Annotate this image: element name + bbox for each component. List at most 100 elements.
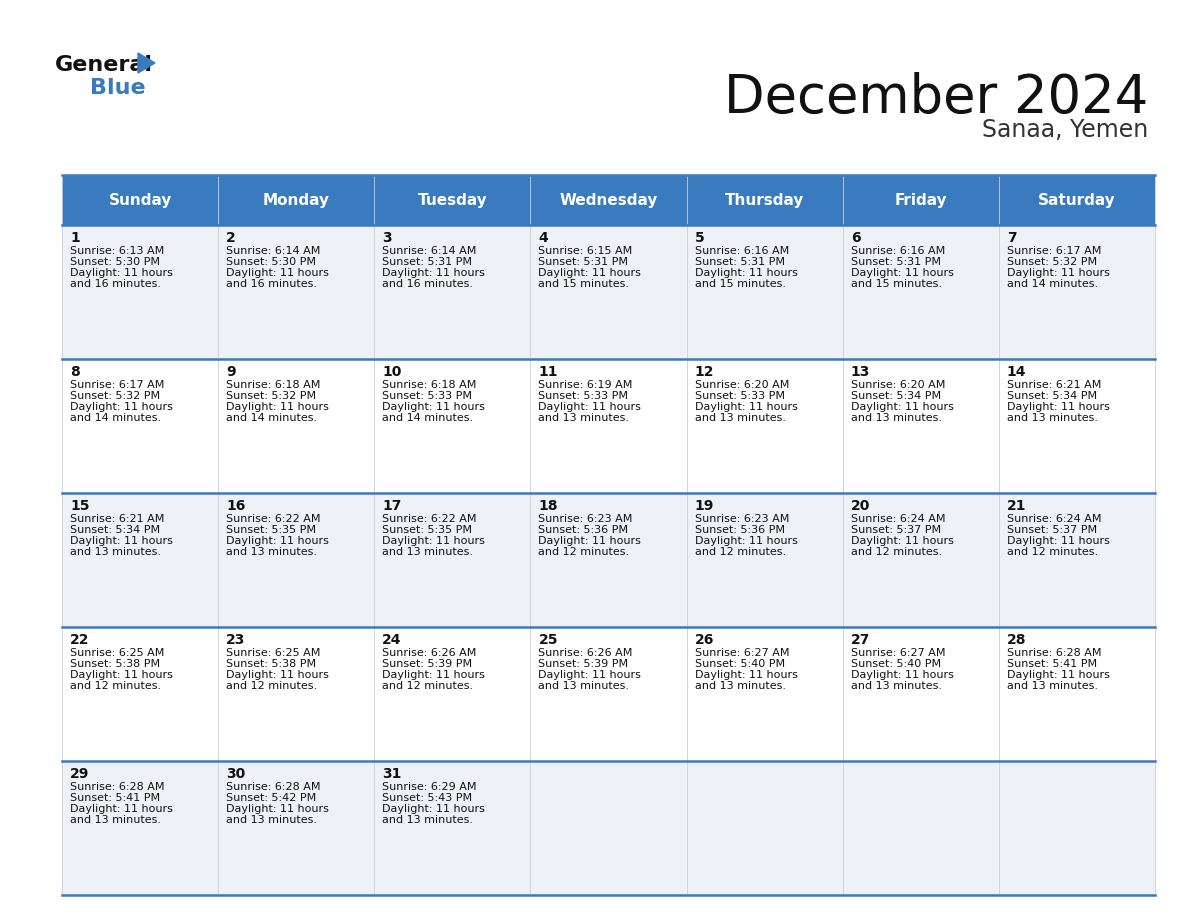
Text: and 15 minutes.: and 15 minutes. [695, 279, 785, 289]
Text: Sunset: 5:32 PM: Sunset: 5:32 PM [226, 391, 316, 401]
Text: Sunrise: 6:18 AM: Sunrise: 6:18 AM [226, 380, 321, 390]
Text: Sunset: 5:33 PM: Sunset: 5:33 PM [538, 391, 628, 401]
Polygon shape [138, 53, 154, 73]
Text: and 13 minutes.: and 13 minutes. [383, 815, 473, 825]
Text: and 13 minutes.: and 13 minutes. [538, 681, 630, 691]
Text: 26: 26 [695, 633, 714, 647]
Text: Sunrise: 6:17 AM: Sunrise: 6:17 AM [1007, 246, 1101, 256]
Bar [374, 761, 530, 895]
Text: and 13 minutes.: and 13 minutes. [226, 815, 317, 825]
Text: Sunrise: 6:28 AM: Sunrise: 6:28 AM [1007, 648, 1101, 658]
Text: Daylight: 11 hours: Daylight: 11 hours [851, 670, 954, 680]
Text: Sunrise: 6:20 AM: Sunrise: 6:20 AM [695, 380, 789, 390]
Text: Sunrise: 6:28 AM: Sunrise: 6:28 AM [226, 782, 321, 792]
Text: Friday: Friday [895, 193, 947, 207]
Text: Daylight: 11 hours: Daylight: 11 hours [226, 804, 329, 814]
Text: 8: 8 [70, 365, 80, 379]
Bar [999, 761, 1155, 895]
Bar [999, 175, 1155, 225]
Text: Daylight: 11 hours: Daylight: 11 hours [695, 670, 797, 680]
Text: Daylight: 11 hours: Daylight: 11 hours [1007, 402, 1110, 412]
Text: 11: 11 [538, 365, 558, 379]
Text: and 13 minutes.: and 13 minutes. [226, 547, 317, 557]
Text: Sunset: 5:30 PM: Sunset: 5:30 PM [70, 257, 160, 267]
Text: Saturday: Saturday [1038, 193, 1116, 207]
Bar [62, 627, 219, 761]
Text: Daylight: 11 hours: Daylight: 11 hours [851, 536, 954, 546]
Text: Sunset: 5:40 PM: Sunset: 5:40 PM [695, 659, 785, 669]
Text: Sunset: 5:31 PM: Sunset: 5:31 PM [695, 257, 784, 267]
Text: Daylight: 11 hours: Daylight: 11 hours [1007, 670, 1110, 680]
Text: and 13 minutes.: and 13 minutes. [851, 681, 942, 691]
Text: Sunrise: 6:23 AM: Sunrise: 6:23 AM [538, 514, 633, 524]
Text: Sunrise: 6:21 AM: Sunrise: 6:21 AM [70, 514, 164, 524]
Text: Sunrise: 6:25 AM: Sunrise: 6:25 AM [70, 648, 164, 658]
Bar [62, 225, 219, 359]
Text: Sunrise: 6:27 AM: Sunrise: 6:27 AM [695, 648, 789, 658]
Text: and 15 minutes.: and 15 minutes. [851, 279, 942, 289]
Bar [842, 493, 999, 627]
Bar [530, 225, 687, 359]
Text: Sunset: 5:31 PM: Sunset: 5:31 PM [851, 257, 941, 267]
Text: and 15 minutes.: and 15 minutes. [538, 279, 630, 289]
Text: 5: 5 [695, 231, 704, 245]
Bar [530, 493, 687, 627]
Text: and 13 minutes.: and 13 minutes. [538, 413, 630, 423]
Text: Sunset: 5:39 PM: Sunset: 5:39 PM [383, 659, 473, 669]
Text: 12: 12 [695, 365, 714, 379]
Text: Daylight: 11 hours: Daylight: 11 hours [70, 268, 173, 278]
Text: and 14 minutes.: and 14 minutes. [70, 413, 162, 423]
Text: Sunset: 5:41 PM: Sunset: 5:41 PM [1007, 659, 1097, 669]
Bar [999, 627, 1155, 761]
Text: Sunset: 5:30 PM: Sunset: 5:30 PM [226, 257, 316, 267]
Text: Sunrise: 6:19 AM: Sunrise: 6:19 AM [538, 380, 633, 390]
Text: Daylight: 11 hours: Daylight: 11 hours [70, 536, 173, 546]
Text: and 13 minutes.: and 13 minutes. [695, 681, 785, 691]
Text: Daylight: 11 hours: Daylight: 11 hours [226, 670, 329, 680]
Text: and 16 minutes.: and 16 minutes. [70, 279, 162, 289]
Text: 4: 4 [538, 231, 548, 245]
Text: Sunrise: 6:26 AM: Sunrise: 6:26 AM [383, 648, 476, 658]
Text: Sunset: 5:35 PM: Sunset: 5:35 PM [226, 525, 316, 535]
Bar [530, 761, 687, 895]
Text: and 13 minutes.: and 13 minutes. [70, 815, 162, 825]
Text: Sunrise: 6:23 AM: Sunrise: 6:23 AM [695, 514, 789, 524]
Text: Daylight: 11 hours: Daylight: 11 hours [226, 268, 329, 278]
Text: Sunset: 5:34 PM: Sunset: 5:34 PM [851, 391, 941, 401]
Text: 30: 30 [226, 767, 246, 781]
Text: 24: 24 [383, 633, 402, 647]
Text: 2: 2 [226, 231, 236, 245]
Text: Sunset: 5:32 PM: Sunset: 5:32 PM [1007, 257, 1097, 267]
Text: Sunset: 5:32 PM: Sunset: 5:32 PM [70, 391, 160, 401]
Text: and 14 minutes.: and 14 minutes. [1007, 279, 1098, 289]
Text: Sunrise: 6:22 AM: Sunrise: 6:22 AM [383, 514, 476, 524]
Text: Sanaa, Yemen: Sanaa, Yemen [981, 118, 1148, 142]
Text: 21: 21 [1007, 499, 1026, 513]
Bar [374, 359, 530, 493]
Bar [999, 225, 1155, 359]
Bar [374, 225, 530, 359]
Text: Sunset: 5:31 PM: Sunset: 5:31 PM [383, 257, 473, 267]
Text: Sunset: 5:33 PM: Sunset: 5:33 PM [383, 391, 473, 401]
Text: Daylight: 11 hours: Daylight: 11 hours [383, 402, 485, 412]
Bar [999, 359, 1155, 493]
Text: Sunrise: 6:27 AM: Sunrise: 6:27 AM [851, 648, 946, 658]
Bar [842, 761, 999, 895]
Text: Daylight: 11 hours: Daylight: 11 hours [383, 536, 485, 546]
Text: 25: 25 [538, 633, 558, 647]
Text: Sunrise: 6:15 AM: Sunrise: 6:15 AM [538, 246, 633, 256]
Text: Sunrise: 6:20 AM: Sunrise: 6:20 AM [851, 380, 946, 390]
Text: Daylight: 11 hours: Daylight: 11 hours [70, 402, 173, 412]
Text: Sunrise: 6:26 AM: Sunrise: 6:26 AM [538, 648, 633, 658]
Text: Sunset: 5:43 PM: Sunset: 5:43 PM [383, 793, 473, 803]
Text: Daylight: 11 hours: Daylight: 11 hours [1007, 536, 1110, 546]
Text: Daylight: 11 hours: Daylight: 11 hours [538, 670, 642, 680]
Text: Daylight: 11 hours: Daylight: 11 hours [538, 402, 642, 412]
Text: Sunset: 5:42 PM: Sunset: 5:42 PM [226, 793, 316, 803]
Text: 22: 22 [70, 633, 89, 647]
Text: 3: 3 [383, 231, 392, 245]
Bar [219, 493, 374, 627]
Text: Tuesday: Tuesday [417, 193, 487, 207]
Text: 23: 23 [226, 633, 246, 647]
Text: 20: 20 [851, 499, 870, 513]
